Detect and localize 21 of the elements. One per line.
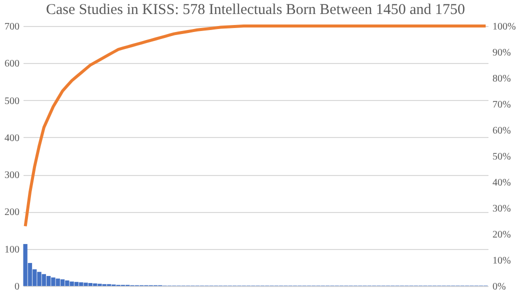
y-tick-label: 700 <box>4 22 20 32</box>
y2-tick-label: 40% <box>492 178 511 188</box>
line-series <box>24 24 488 228</box>
y-tick-label: 200 <box>4 207 20 218</box>
y-tick-label: 300 <box>4 170 20 182</box>
y-tick-label: 500 <box>4 96 20 107</box>
y2-tick-label: 100% <box>492 22 516 32</box>
y2-tick-label: 0% <box>492 282 506 292</box>
chart-title: Case Studies in KISS: 578 Intellectuals Born Between 1450 and 1750 <box>46 2 466 18</box>
y2-tick-label: 80% <box>492 74 511 84</box>
y2-tick-label: 10% <box>492 256 511 266</box>
y-tick-label: 0 <box>14 282 20 292</box>
y-tick-label: 100 <box>4 244 20 256</box>
y-tick-label: 600 <box>4 58 20 70</box>
y2-tick-label: 90% <box>492 48 511 58</box>
y2-tick-label: 20% <box>492 230 511 240</box>
y2-tick-label: 70% <box>492 100 511 110</box>
y-tick-label: 400 <box>4 132 20 144</box>
y2-tick-label: 30% <box>492 204 511 214</box>
y2-tick-label: 60% <box>492 126 511 136</box>
y2-tick-label: 50% <box>492 152 511 162</box>
